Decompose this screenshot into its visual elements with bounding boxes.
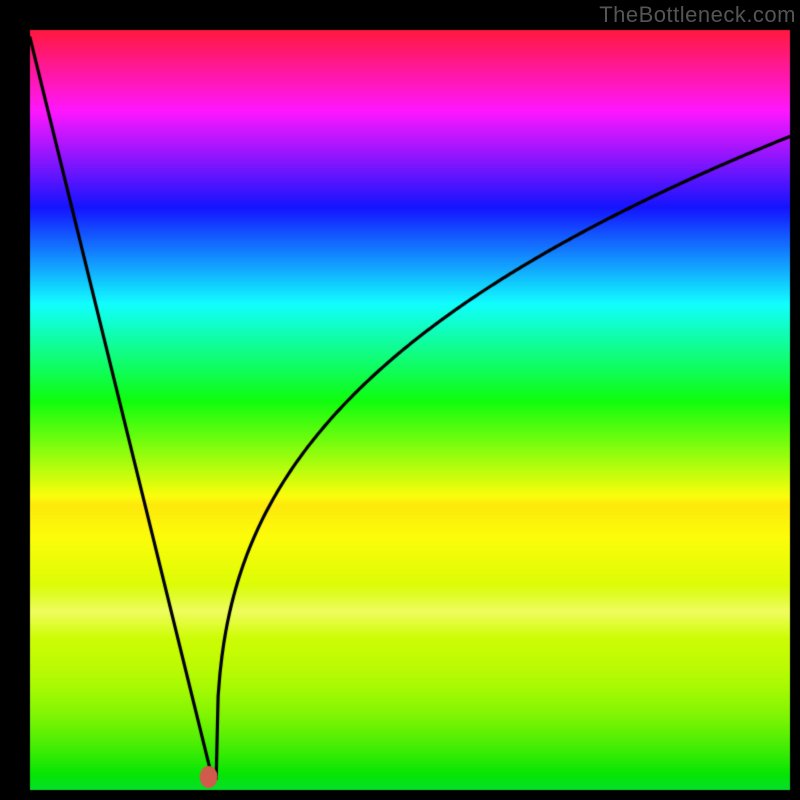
attribution-label: TheBottleneck.com <box>599 2 796 28</box>
chart-canvas <box>0 0 800 800</box>
chart-stage: TheBottleneck.com <box>0 0 800 800</box>
